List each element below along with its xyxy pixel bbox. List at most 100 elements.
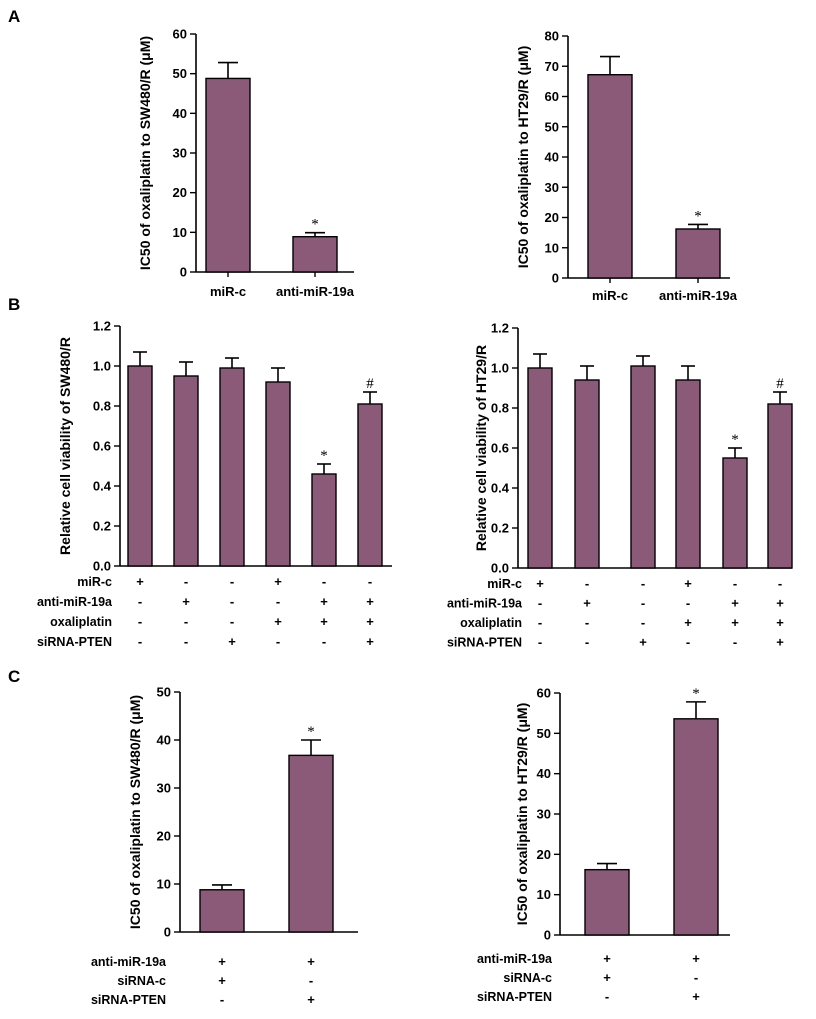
significance-mark: * [694, 208, 702, 224]
y-tick-label: 0.6 [93, 439, 111, 454]
condition-sign: - [538, 615, 542, 630]
bar [265, 381, 291, 567]
bar [527, 367, 553, 569]
condition-label: oxaliplatin [460, 616, 522, 630]
condition-sign: - [230, 574, 234, 589]
condition-sign: - [641, 615, 645, 630]
significance-mark: # [776, 376, 784, 392]
condition-sign: - [184, 614, 188, 629]
bar [199, 889, 245, 933]
condition-sign: - [538, 596, 542, 611]
condition-sign: - [230, 594, 234, 609]
bar [288, 754, 334, 933]
bar [127, 365, 153, 567]
y-tick-label: 30 [537, 807, 551, 822]
condition-sign: - [322, 634, 326, 649]
bar [357, 403, 383, 567]
y-axis-label: IC50 of oxaliplatin to SW480/R (μM) [137, 36, 153, 270]
bar [205, 77, 251, 273]
y-axis-label: IC50 of oxaliplatin to HT29/R (μM) [515, 46, 531, 268]
significance-mark: * [307, 724, 315, 740]
y-tick-label: 0 [164, 925, 171, 940]
condition-sign: + [366, 634, 374, 649]
condition-sign: + [692, 951, 700, 966]
condition-label: anti-miR-19a [37, 595, 113, 609]
condition-label: siRNA-c [503, 971, 552, 985]
y-tick-label: 0 [180, 265, 187, 280]
condition-sign: + [218, 954, 226, 969]
y-tick-label: 10 [537, 887, 551, 902]
condition-sign: + [583, 596, 591, 611]
y-tick-label: 50 [157, 685, 171, 700]
condition-sign: + [307, 954, 315, 969]
bar [722, 457, 748, 569]
condition-sign: + [218, 973, 226, 988]
x-category-label: miR-c [592, 288, 628, 303]
bar [675, 228, 721, 279]
condition-sign: - [686, 635, 690, 650]
condition-sign: - [585, 615, 589, 630]
condition-sign: - [220, 992, 224, 1007]
y-tick-label: 1.2 [93, 319, 111, 334]
condition-sign: - [276, 634, 280, 649]
panel-label-b: B [8, 295, 20, 314]
condition-sign: - [585, 635, 589, 650]
panel-label-c: C [8, 667, 20, 686]
condition-sign: + [684, 576, 692, 591]
condition-sign: - [309, 973, 313, 988]
y-tick-label: 0.0 [491, 561, 509, 576]
bar [767, 403, 793, 569]
y-tick-label: 50 [545, 119, 559, 134]
y-tick-label: 1.0 [93, 359, 111, 374]
condition-sign: - [778, 576, 782, 591]
condition-sign: + [274, 614, 282, 629]
y-tick-label: 70 [545, 59, 559, 74]
x-category-label: anti-miR-19a [276, 284, 355, 299]
condition-label: siRNA-PTEN [477, 990, 552, 1004]
condition-sign: - [733, 576, 737, 591]
y-tick-label: 20 [545, 210, 559, 225]
condition-label: miR-c [77, 575, 112, 589]
significance-mark: * [692, 686, 700, 702]
y-tick-label: 10 [173, 225, 187, 240]
y-tick-label: 60 [173, 27, 187, 42]
significance-mark: # [366, 376, 374, 392]
condition-sign: - [641, 596, 645, 611]
condition-sign: + [776, 615, 784, 630]
chart-a-right: 0 10 20 30 40 50 60 70 80 IC50 of oxaliplatin to … [515, 29, 738, 304]
condition-sign: - [230, 614, 234, 629]
y-axis-label: IC50 of oxaliplatin to SW480/R (μM) [127, 695, 143, 929]
condition-sign: - [694, 970, 698, 985]
condition-label: siRNA-PTEN [37, 635, 112, 649]
condition-label: siRNA-c [117, 974, 166, 988]
bar [675, 379, 701, 569]
condition-sign: + [320, 594, 328, 609]
condition-label: siRNA-PTEN [447, 636, 522, 650]
y-tick-label: 0.4 [93, 479, 112, 494]
y-axis-label: Relative cell viability of HT29/R [473, 345, 489, 551]
y-tick-label: 0.2 [93, 519, 111, 534]
condition-sign: + [366, 614, 374, 629]
significance-mark: * [731, 432, 739, 448]
y-tick-label: 40 [157, 733, 171, 748]
y-tick-label: 10 [545, 240, 559, 255]
condition-label: anti-miR-19a [447, 597, 523, 611]
condition-sign: + [731, 615, 739, 630]
y-tick-label: 0.8 [93, 399, 111, 414]
condition-label: miR-c [487, 577, 522, 591]
y-tick-label: 40 [545, 150, 559, 165]
chart-b-left: 0.0 0.2 0.4 0.6 0.8 1.0 1.2 Relative cell viabi… [37, 319, 392, 649]
condition-sign: + [776, 596, 784, 611]
y-tick-label: 30 [545, 180, 559, 195]
y-tick-label: 40 [173, 106, 187, 121]
charts-container: 0 10 20 30 40 50 60 IC50 of oxaliplatin to SW48… [37, 27, 793, 1007]
condition-sign: + [603, 970, 611, 985]
y-axis-label: Relative cell viability of SW480/R [57, 337, 73, 555]
y-tick-label: 50 [173, 66, 187, 81]
y-tick-label: 20 [537, 847, 551, 862]
y-tick-label: 30 [173, 146, 187, 161]
bar [630, 365, 656, 569]
condition-sign: + [136, 574, 144, 589]
